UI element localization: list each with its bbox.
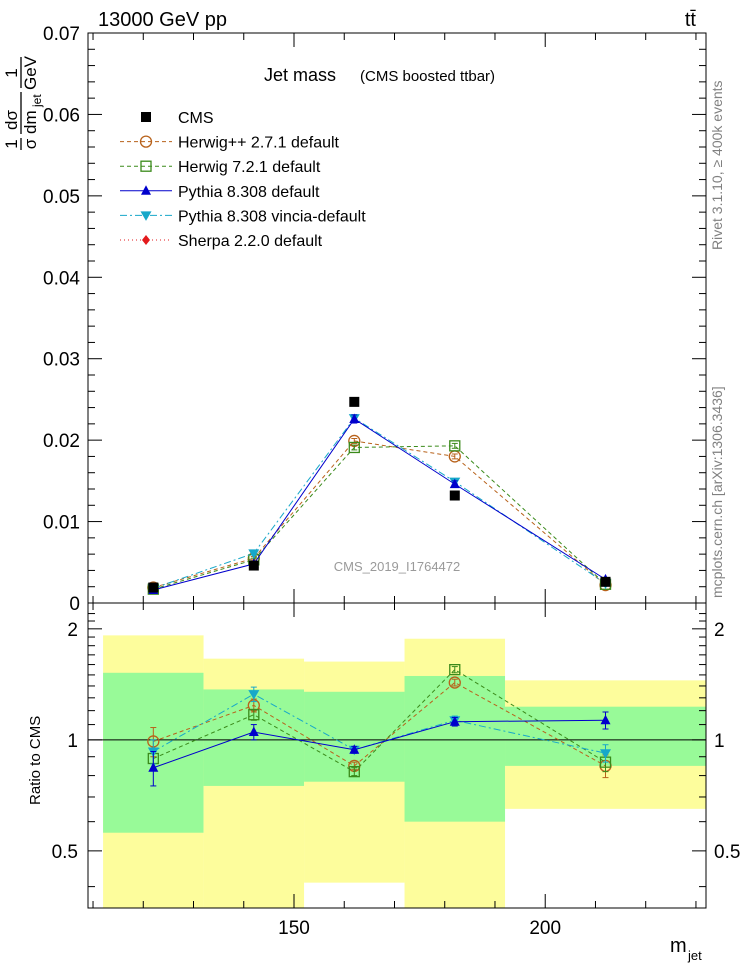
ratio-y-axis-label: Ratio to CMS — [27, 716, 44, 805]
x-axis-label: m — [670, 935, 687, 957]
main-point-pythia-8-308-default — [349, 413, 360, 423]
ratio-y-tick-label-right: 0.5 — [714, 842, 740, 863]
ylabel-frac-3-num: 1 — [2, 68, 21, 77]
ratio-plot-panel: 0.5 0.5 1 1 2 2 150 200 Ratio to CMS m jet — [27, 602, 740, 963]
ylabel-frac-2-num: dσ — [2, 110, 21, 130]
main-point-herwig-7-2-1-default — [348, 441, 360, 454]
main-point-cms — [148, 582, 159, 593]
ratio-y-tick-label-right: 2 — [714, 620, 725, 641]
ratio-point-herwig-7-2-1-default — [449, 664, 461, 676]
ratio-y-tick-label: 2 — [67, 620, 78, 641]
main-subtitle: (CMS boosted ttbar) — [360, 68, 495, 85]
main-axis-ticks: 0 0.01 0.02 0.03 0.04 0.05 0.06 0.07 — [43, 24, 706, 615]
ratio-axis-ticks: 0.5 0.5 1 1 2 2 150 200 — [52, 603, 740, 939]
main-plot-panel: 0 0.01 0.02 0.03 0.04 0.05 0.06 0.07 Jet mass (… — [2, 24, 707, 615]
ylabel-frac-3-den: GeV — [21, 55, 40, 90]
ratio-series-layer — [147, 664, 612, 787]
main-point-cms — [600, 576, 611, 587]
legend-label-sherpa-2-2-0-default: Sherpa 2.2.0 default — [178, 233, 323, 250]
ratio-point-pythia-8-308-default — [600, 714, 611, 725]
ratio-point-pythia-8-308-vincia-default — [600, 749, 612, 759]
legend-label-herwig-2-7-1-default: Herwig++ 2.7.1 default — [178, 135, 340, 152]
main-point-pythia-8-308-default — [449, 478, 460, 489]
legend-label-pythia-8-308-default: Pythia 8.308 default — [178, 184, 320, 201]
ratio-point-pythia-8-308-default — [148, 762, 159, 772]
x-tick-label: 200 — [529, 918, 561, 939]
ylabel-frac-2-den-sub: jet — [30, 94, 44, 108]
ylabel-frac-1-num: 1 — [2, 139, 21, 148]
main-y-tick-label: 0.03 — [43, 350, 80, 371]
main-title: Jet mass — [264, 65, 336, 85]
ratio-point-herwig-2-7-1-default — [448, 676, 461, 689]
ratio-point-pythia-8-308-default — [248, 726, 259, 737]
legend-label-herwig-7-2-1-default: Herwig 7.2.1 default — [178, 159, 321, 176]
ratio-point-herwig-7-2-1-default — [248, 709, 260, 721]
main-point-herwig-7-2-1-default — [449, 440, 461, 452]
main-series-layer — [147, 396, 612, 595]
main-y-tick-label: 0.07 — [43, 24, 80, 45]
mcplots-note: mcplots.cern.ch [arXiv:1306.3436] — [709, 386, 725, 598]
legend: CMS Herwig++ 2.7.1 default Herwig 7.2.1 de… — [120, 110, 366, 250]
legend-marker-pythia-8-308-vincia-default — [140, 211, 152, 221]
legend-marker-sherpa-2-2-0-default — [142, 235, 150, 245]
main-point-cms — [248, 560, 259, 571]
process-label: tt̄ — [685, 9, 697, 31]
main-y-axis-label: 1 σ dσ dm jet 1 GeV — [2, 55, 44, 150]
rivet-version-note: Rivet 3.1.10, ≥ 400k events — [709, 80, 725, 250]
ratio-y-tick-label: 0.5 — [52, 842, 78, 863]
legend-marker-pythia-8-308-default — [141, 185, 151, 195]
ratio-point-pythia-8-308-default — [349, 744, 360, 754]
ylabel-frac-1-den: σ — [21, 138, 40, 149]
x-tick-label: 150 — [278, 918, 310, 939]
ratio-band-inner — [404, 675, 506, 822]
ratio-point-pythia-8-308-vincia-default — [248, 690, 260, 700]
legend-marker-herwig-7-2-1-default — [140, 160, 152, 172]
ratio-point-pythia-8-308-default — [449, 716, 460, 726]
ratio-y-tick-label-right: 1 — [714, 731, 725, 752]
ratio-frame — [87, 602, 707, 909]
legend-marker-cms — [141, 112, 151, 122]
main-y-tick-label: 0.02 — [43, 431, 80, 452]
energy-label: 13000 GeV pp — [98, 9, 227, 31]
main-y-tick-label: 0.01 — [43, 513, 80, 534]
legend-label-cms: CMS — [178, 110, 214, 127]
ylabel-frac-2-den: dm — [21, 110, 40, 134]
ratio-y-tick-label: 1 — [67, 731, 78, 752]
analysis-tag: CMS_2019_I1764472 — [334, 559, 461, 574]
main-y-tick-label: 0.04 — [43, 268, 80, 289]
main-point-pythia-8-308-vincia-default — [248, 549, 260, 559]
legend-marker-herwig-2-7-1-default — [139, 135, 153, 148]
main-y-tick-label: 0 — [69, 594, 80, 615]
ratio-uncertainty-bands — [88, 635, 706, 908]
x-axis-label-sub: jet — [687, 948, 702, 963]
main-point-cms — [449, 490, 460, 501]
legend-label-pythia-8-308-vincia-default: Pythia 8.308 vincia-default — [178, 208, 366, 225]
main-y-tick-label: 0.05 — [43, 187, 80, 208]
main-y-tick-label: 0.06 — [43, 105, 80, 126]
main-point-cms — [349, 396, 360, 407]
ratio-point-herwig-7-2-1-default — [348, 765, 360, 778]
